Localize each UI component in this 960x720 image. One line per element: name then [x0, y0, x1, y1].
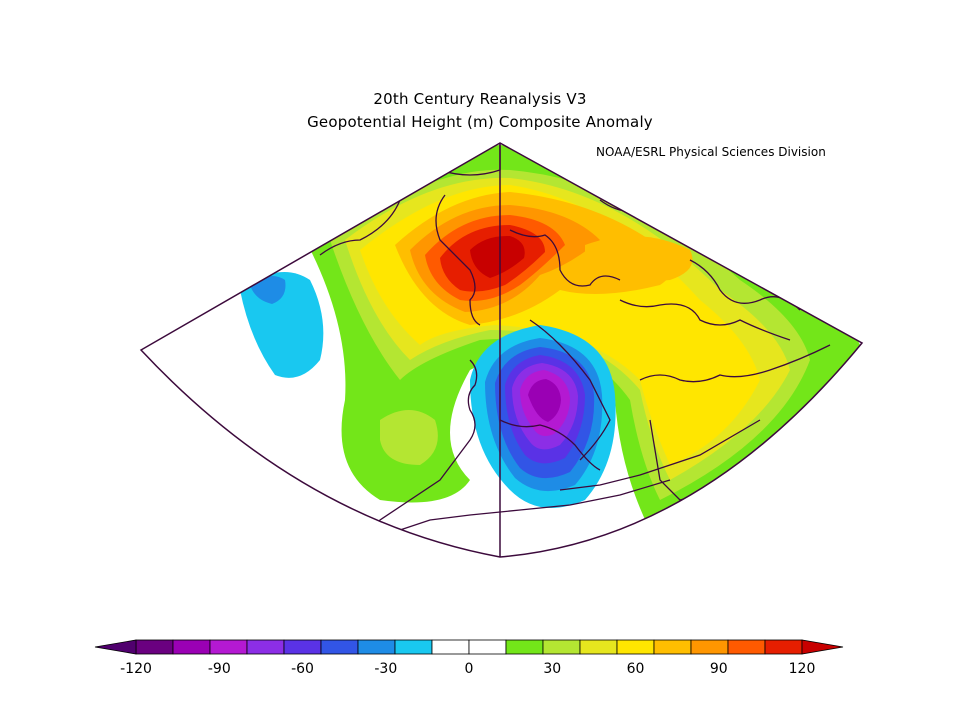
colorbar-cell: [246, 639, 285, 655]
colorbar-tick-label: 120: [789, 661, 816, 677]
colorbar-max-arrow: [801, 639, 844, 655]
colorbar-cell: [653, 639, 692, 655]
colorbar-tick-label: -30: [374, 661, 397, 677]
colorbar-cell: [431, 639, 470, 655]
colorbar-cell: [394, 639, 433, 655]
colorbar-cell: [727, 639, 766, 655]
colorbar-tick-label: -120: [120, 661, 152, 677]
colorbar-cell: [690, 639, 729, 655]
colorbar-cell: [320, 639, 359, 655]
anomaly-contour-110: [470, 235, 525, 278]
colorbar-tick-label: 30: [543, 661, 561, 677]
colorbar-cell: [579, 639, 618, 655]
anomaly-contour-sw: [380, 410, 438, 465]
map-title: 20th Century Reanalysis V3: [373, 90, 587, 108]
colorbar-labels: -120 -90 -60 -30 0 30 60 90 120: [120, 661, 815, 677]
colorbar-tick-label: -60: [291, 661, 314, 677]
colorbar-cells: [135, 639, 803, 655]
colorbar-tick-label: 90: [710, 661, 728, 677]
colorbar-cell: [505, 639, 544, 655]
colorbar-cell: [357, 639, 396, 655]
colorbar-min-arrow: [94, 639, 137, 655]
colorbar-cell: [172, 639, 211, 655]
credit-text: NOAA/ESRL Physical Sciences Division: [596, 145, 826, 159]
colorbar-cell: [283, 639, 322, 655]
colorbar-cell: [542, 639, 581, 655]
colorbar-cell: [616, 639, 655, 655]
colorbar-cell: [209, 639, 248, 655]
anomaly-contour-neg-west-2: [250, 276, 286, 304]
colorbar-tick-label: -90: [208, 661, 231, 677]
colorbar-cell: [468, 639, 507, 655]
anomaly-contour-east: [585, 236, 693, 282]
map-boundary: [139, 142, 864, 558]
colorbar-tick-label: 60: [627, 661, 645, 677]
anomaly-contour-neg-80: [528, 379, 561, 422]
map-subtitle: Geopotential Height (m) Composite Anomal…: [307, 113, 653, 131]
coastlines: [319, 143, 841, 541]
colorbar-tick-label: 0: [465, 661, 474, 677]
colorbar-cell: [135, 639, 174, 655]
colorbar-cell: [764, 639, 803, 655]
